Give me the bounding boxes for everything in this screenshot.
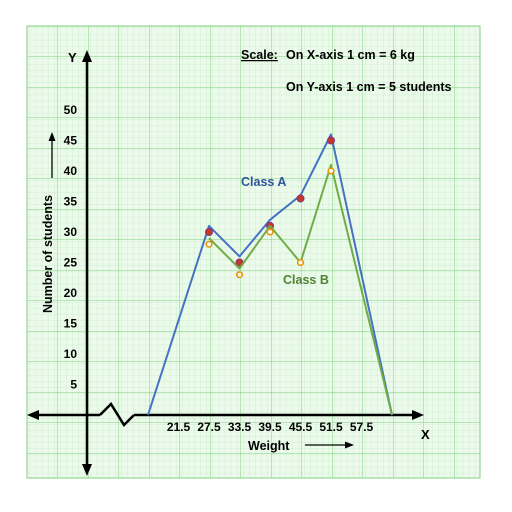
y-arrow-up [82,50,92,62]
series-line-class-b [208,163,393,416]
y-axis-label: Number of students [41,195,55,313]
y-tick-label: 20 [64,286,78,300]
series-line-class-a [147,133,393,416]
y-tick-label: 45 [64,134,78,148]
data-point-class-b [327,167,335,175]
y-tick-label: 15 [64,317,78,331]
x-tick-label: 39.5 [258,420,282,434]
x-axis-label: Weight [248,439,290,453]
x-tick-label: 21.5 [167,420,191,434]
x-tick-label: 57.5 [350,420,374,434]
y-tick-label: 35 [64,195,78,209]
series-layer [147,133,393,416]
y-axis-label-arrow [48,132,56,178]
data-point-class-a [326,136,335,145]
data-point-class-b [235,271,244,279]
series-label-class-b: Class B [283,273,329,287]
data-point-class-a [296,194,305,203]
scale-y-note: On Y-axis 1 cm = 5 students [286,80,452,94]
x-tick-label: 51.5 [319,420,343,434]
data-point-class-b [205,240,213,248]
y-tick-labels: 5 10 15 20 25 30 35 40 45 50 [64,103,78,392]
x-tick-label: 27.5 [197,420,221,434]
axes [34,58,415,468]
y-tick-label: 5 [70,378,77,392]
data-point-class-b [266,228,274,236]
y-tick-label: 10 [64,347,78,361]
x-axis-break-zigzag [99,402,135,427]
scale-title: Scale: [241,48,278,62]
scale-x-note: On X-axis 1 cm = 6 kg [286,48,415,62]
data-point-class-a [204,227,213,236]
axis-arrowheads [27,50,424,476]
x-tick-label: 33.5 [228,420,252,434]
graph-paper-grid [26,25,481,479]
x-arrow-right [412,410,424,420]
series-label-class-a: Class A [241,175,286,189]
y-tick-label: 40 [64,164,78,178]
x-arrow-left [27,410,39,420]
y-tick-label: 50 [64,103,78,117]
x-axis-letter: X [421,427,430,442]
y-axis-letter: Y [68,50,77,65]
x-tick-labels: 21.5 27.5 33.5 39.5 45.5 51.5 57.5 [167,420,374,434]
x-axis-label-arrow [305,441,354,449]
y-tick-label: 30 [64,225,78,239]
series-class-b [205,163,393,416]
y-tick-label: 25 [64,256,78,270]
y-arrow-down [82,464,92,476]
data-point-class-b [296,258,305,267]
x-tick-label: 45.5 [289,420,313,434]
